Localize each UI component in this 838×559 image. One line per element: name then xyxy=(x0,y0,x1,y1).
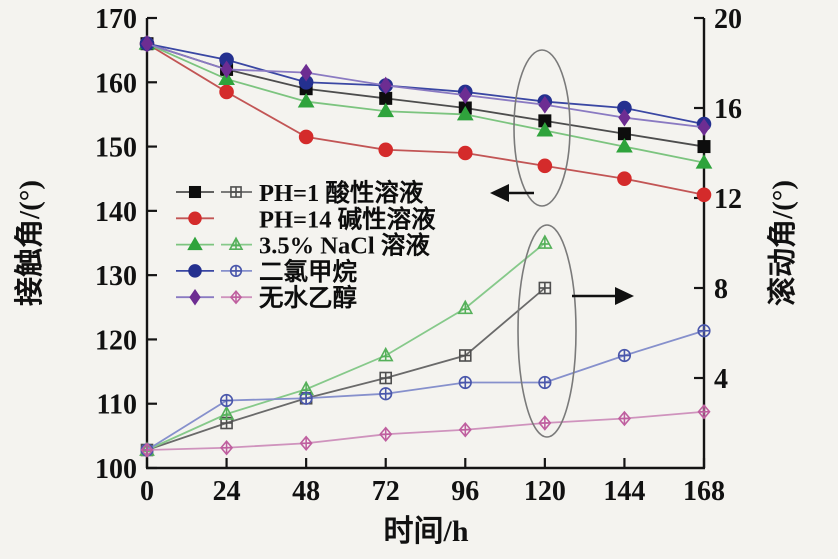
series-dcm-rolling xyxy=(140,324,711,457)
legend-item-label: 3.5% NaCl 溶液 xyxy=(259,231,430,260)
series-ethanol-contact xyxy=(140,34,711,137)
tick-label: 170 xyxy=(95,4,137,35)
tick-label: 160 xyxy=(95,68,137,99)
axes xyxy=(145,18,706,470)
annotation-contact-angle-ellipse xyxy=(513,49,571,207)
annotation-rolling-angle-ellipse xyxy=(517,224,577,438)
tick-label: 20 xyxy=(714,4,742,35)
tick-label: 0 xyxy=(140,476,154,507)
series-ethanol-rolling xyxy=(140,404,711,458)
tick-label: 12 xyxy=(714,184,742,215)
tick-label: 100 xyxy=(95,454,137,485)
legend-item: PH=14 碱性溶液 xyxy=(176,204,436,233)
tick-label: 48 xyxy=(292,476,320,507)
tick-label: 8 xyxy=(714,274,728,305)
legend-item: 3.5% NaCl 溶液 xyxy=(176,231,430,260)
tick-label: 4 xyxy=(714,364,728,395)
tick-label: 16 xyxy=(714,94,742,125)
legend-item: 二氯甲烷 xyxy=(176,257,357,286)
tick-label: 110 xyxy=(97,390,137,421)
legend-item: PH=1 酸性溶液 xyxy=(176,178,424,207)
legend-item-label: PH=14 碱性溶液 xyxy=(259,204,436,233)
x-axis-title: 时间/h xyxy=(383,515,469,548)
tick-label: 140 xyxy=(95,197,137,228)
tick-label: 144 xyxy=(603,476,645,507)
tick-label: 150 xyxy=(95,133,137,164)
tick-label: 130 xyxy=(95,261,137,292)
tick-label: 120 xyxy=(524,476,566,507)
left-axis-title: 接触角/(°) xyxy=(14,180,46,306)
tick-label: 24 xyxy=(213,476,241,507)
tick-label: 72 xyxy=(372,476,400,507)
series-nacl-contact xyxy=(138,35,713,169)
tick-label: 96 xyxy=(451,476,479,507)
annotation-rolling-angle-arrow xyxy=(572,287,634,305)
annotation-contact-angle-arrow xyxy=(490,184,534,202)
legend-item-label: 二氯甲烷 xyxy=(259,257,357,286)
legend-item: 无水乙醇 xyxy=(176,283,357,312)
tick-label: 168 xyxy=(683,476,725,507)
tick-label: 120 xyxy=(95,325,137,356)
legend-item-label: 无水乙醇 xyxy=(259,283,357,312)
right-axis-title: 滚动角/(°) xyxy=(767,180,799,306)
legend-item-label: PH=1 酸性溶液 xyxy=(259,178,424,207)
